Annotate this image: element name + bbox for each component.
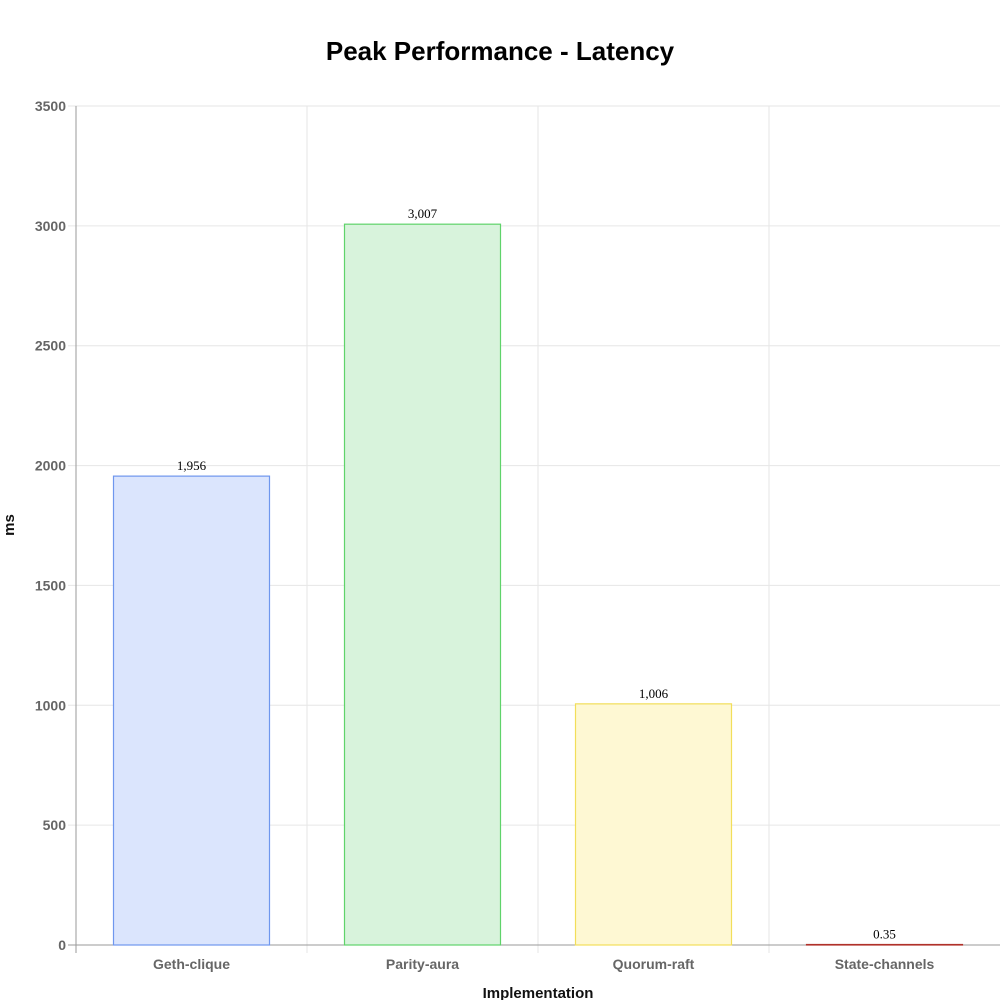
x-tick-label: Parity-aura	[386, 956, 459, 972]
data-label: 0.35	[873, 927, 896, 942]
data-labels: 1,956 3,007 1,006 0.35	[177, 206, 896, 941]
y-tick-label: 500	[43, 817, 67, 833]
x-tick-label: Quorum-raft	[613, 956, 695, 972]
bar-state-channels	[805, 943, 964, 946]
bar-parity-aura	[343, 223, 502, 946]
bar-quorum-raft	[574, 703, 733, 946]
chart-title: Peak Performance - Latency	[325, 36, 675, 66]
x-tick-label: State-channels	[835, 956, 935, 972]
y-tick-label: 2000	[35, 458, 66, 474]
y-tick-label: 3500	[35, 98, 66, 114]
y-axis-title: ms	[1, 514, 18, 536]
data-label: 3,007	[408, 206, 438, 221]
x-tick-label: Geth-clique	[153, 956, 230, 972]
y-tick-label: 1500	[35, 577, 66, 593]
tick-labels: 0 500 1000 1500 2000 2500 3000 3500 Geth-clique P…	[35, 98, 935, 972]
y-tick-label: 0	[58, 937, 66, 953]
data-label: 1,956	[177, 458, 207, 473]
y-tick-label: 2500	[35, 338, 66, 354]
y-tick-label: 1000	[35, 697, 66, 713]
bars	[112, 223, 964, 946]
data-label: 1,006	[639, 686, 669, 701]
y-tick-label: 3000	[35, 218, 66, 234]
bar-geth-clique	[112, 475, 271, 946]
x-axis-title: Implementation	[483, 985, 594, 1000]
